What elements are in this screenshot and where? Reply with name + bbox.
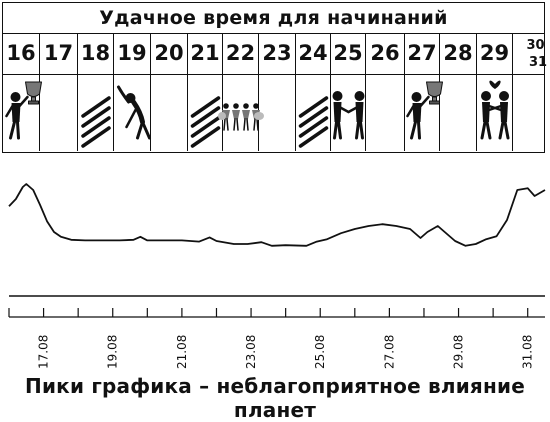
x-tick-label: 31.08 [521,335,535,369]
day-cell: 25 [331,34,366,151]
series-line [8,183,546,247]
day-cell: 17 [40,34,78,151]
x-tick-label: 25.08 [313,335,327,369]
day-cell: 16 [3,34,42,151]
day-number: 25 [333,41,363,65]
person-with-trophy-icon [406,81,443,140]
x-tick-label: 17.08 [37,335,51,369]
row-divider [3,74,544,75]
day-number: 24 [298,41,328,65]
day-number: 18 [80,41,111,65]
calendar-table: Удачное время для начинаний 16 17 18 19 20 21… [2,2,548,153]
day-number: 20 [154,41,184,65]
day-number: 17 [43,41,74,65]
day-number-31: 31 [529,55,548,70]
couple-with-heart-icon [480,80,510,140]
x-tick-label: 23.08 [244,335,258,369]
day-cell: 22 [218,34,264,151]
day-number-30: 30 [526,38,545,53]
day-number: 16 [6,41,36,65]
x-tick-label: 21.08 [175,335,189,369]
chart: 17.08 19.08 21.08 23.08 25.08 27.08 29.08 31.08 [0,160,550,375]
day-cell: 24 [296,34,331,151]
day-number: 21 [190,41,220,65]
day-number: 28 [443,41,473,65]
day-number: 26 [370,41,400,65]
day-cell: 29 [477,34,513,151]
day-number: 30 31 [513,37,548,71]
diagonal-stripes-icon [298,96,329,148]
person-with-trophy-icon [5,81,42,140]
day-number: 19 [117,41,147,65]
chart-svg: 17.08 19.08 21.08 23.08 25.08 27.08 29.08 31.08 [8,183,546,369]
day-number: 29 [479,41,510,65]
day-cell: 21 [188,34,223,151]
x-tick-label: 19.08 [106,335,120,369]
day-number: 23 [262,41,292,65]
day-number: 22 [225,41,256,65]
chart-caption: Пики графика – неблагоприятное влияние п… [25,374,525,422]
diagonal-stripes-icon [190,96,221,148]
day-cell: 19 [114,34,151,151]
day-cell: 28 [440,34,477,151]
diagonal-stripes-icon [81,96,111,148]
x-tick-label: 29.08 [452,335,466,369]
day-cell: 26 [366,34,405,151]
day-cell: 23 [259,34,296,151]
stretching-person-icon [117,85,151,140]
day-cell: 27 [405,34,443,151]
day-cell: 20 [151,34,188,151]
calendar-title: Удачное время для начинаний [3,3,544,34]
day-cell: 30 31 [513,34,548,151]
day-number: 27 [407,41,437,65]
dancers-group-icon [218,103,264,131]
x-tick-label: 27.08 [382,335,396,369]
day-cell: 18 [78,34,114,151]
handshake-icon [332,91,365,140]
